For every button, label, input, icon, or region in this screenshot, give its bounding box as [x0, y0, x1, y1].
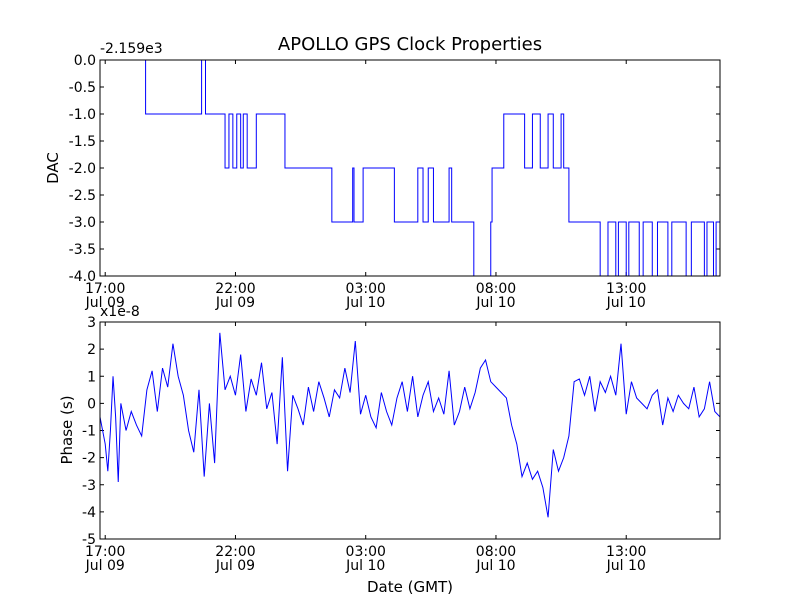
bottom-x-tick-date-label: Jul 09: [215, 558, 255, 574]
top-offset-label: -2.159e3: [100, 41, 163, 57]
top-y-tick-label: 0.0: [74, 53, 96, 69]
top-x-tick-date-label: Jul 10: [606, 295, 646, 311]
top-y-tick-label: -1.5: [69, 134, 96, 150]
top-y-axis-label: DAC: [44, 152, 62, 184]
top-y-tick-label: -1.0: [69, 107, 96, 123]
top-x-tick-date-label: Jul 09: [85, 295, 125, 311]
bottom-x-tick-date-label: Jul 10: [345, 558, 385, 574]
top-x-tick-time-label: 13:00: [606, 281, 646, 297]
chart-title: APOLLO GPS Clock Properties: [278, 34, 542, 55]
bottom-plot-area: [99, 332, 721, 518]
bottom-y-tick-label: 2: [87, 342, 96, 358]
bottom-x-tick-date-label: Jul 10: [475, 558, 515, 574]
bottom-x-axis-label: Date (GMT): [367, 578, 453, 596]
bottom-y-tick-label: -5: [82, 532, 96, 548]
bottom-y-axis-label: Phase (s): [58, 395, 76, 464]
top-x-tick-date-label: Jul 10: [345, 295, 385, 311]
top-axis-ticks: 0.0 -0.5 -1.0 -1.5 -2.0 -2.5 -3.0 -3.5 -4.017:00…: [69, 53, 720, 311]
bottom-x-tick-time-label: 03:00: [346, 544, 386, 560]
top-x-tick-time-label: 22:00: [215, 281, 255, 297]
top-x-tick-time-label: 03:00: [346, 281, 386, 297]
bottom-y-tick-label: 3: [87, 315, 96, 331]
top-y-tick-label: -3.0: [69, 215, 96, 231]
bottom-offset-label: x1e-8: [100, 304, 140, 320]
bottom-x-tick-time-label: 17:00: [85, 544, 125, 560]
bottom-axes-frame: [99, 321, 721, 540]
top-y-tick-label: -4.0: [69, 269, 96, 285]
bottom-y-tick-label: 1: [87, 369, 96, 385]
bottom-y-tick-label: -2: [82, 451, 96, 467]
top-y-tick-label: -2.5: [69, 188, 96, 204]
top-axes-frame: [99, 59, 721, 277]
bottom-x-tick-time-label: 22:00: [215, 544, 255, 560]
bottom-x-tick-time-label: 08:00: [476, 544, 516, 560]
top-y-tick-label: -2.0: [69, 161, 96, 177]
top-x-tick-date-label: Jul 10: [475, 295, 515, 311]
bottom-y-tick-label: -4: [82, 505, 96, 521]
bottom-x-tick-time-label: 13:00: [606, 544, 646, 560]
top-y-tick-label: -3.5: [69, 242, 96, 258]
top-y-tick-label: -0.5: [69, 80, 96, 96]
phase-series-line: [99, 332, 721, 518]
bottom-y-tick-label: -1: [82, 424, 96, 440]
bottom-y-tick-label: 0: [87, 396, 96, 412]
bottom-x-tick-date-label: Jul 10: [606, 558, 646, 574]
top-x-tick-time-label: 17:00: [85, 281, 125, 297]
bottom-y-tick-label: -3: [82, 478, 96, 494]
top-x-tick-date-label: Jul 09: [215, 295, 255, 311]
bottom-x-tick-date-label: Jul 09: [85, 558, 125, 574]
top-x-tick-time-label: 08:00: [476, 281, 516, 297]
